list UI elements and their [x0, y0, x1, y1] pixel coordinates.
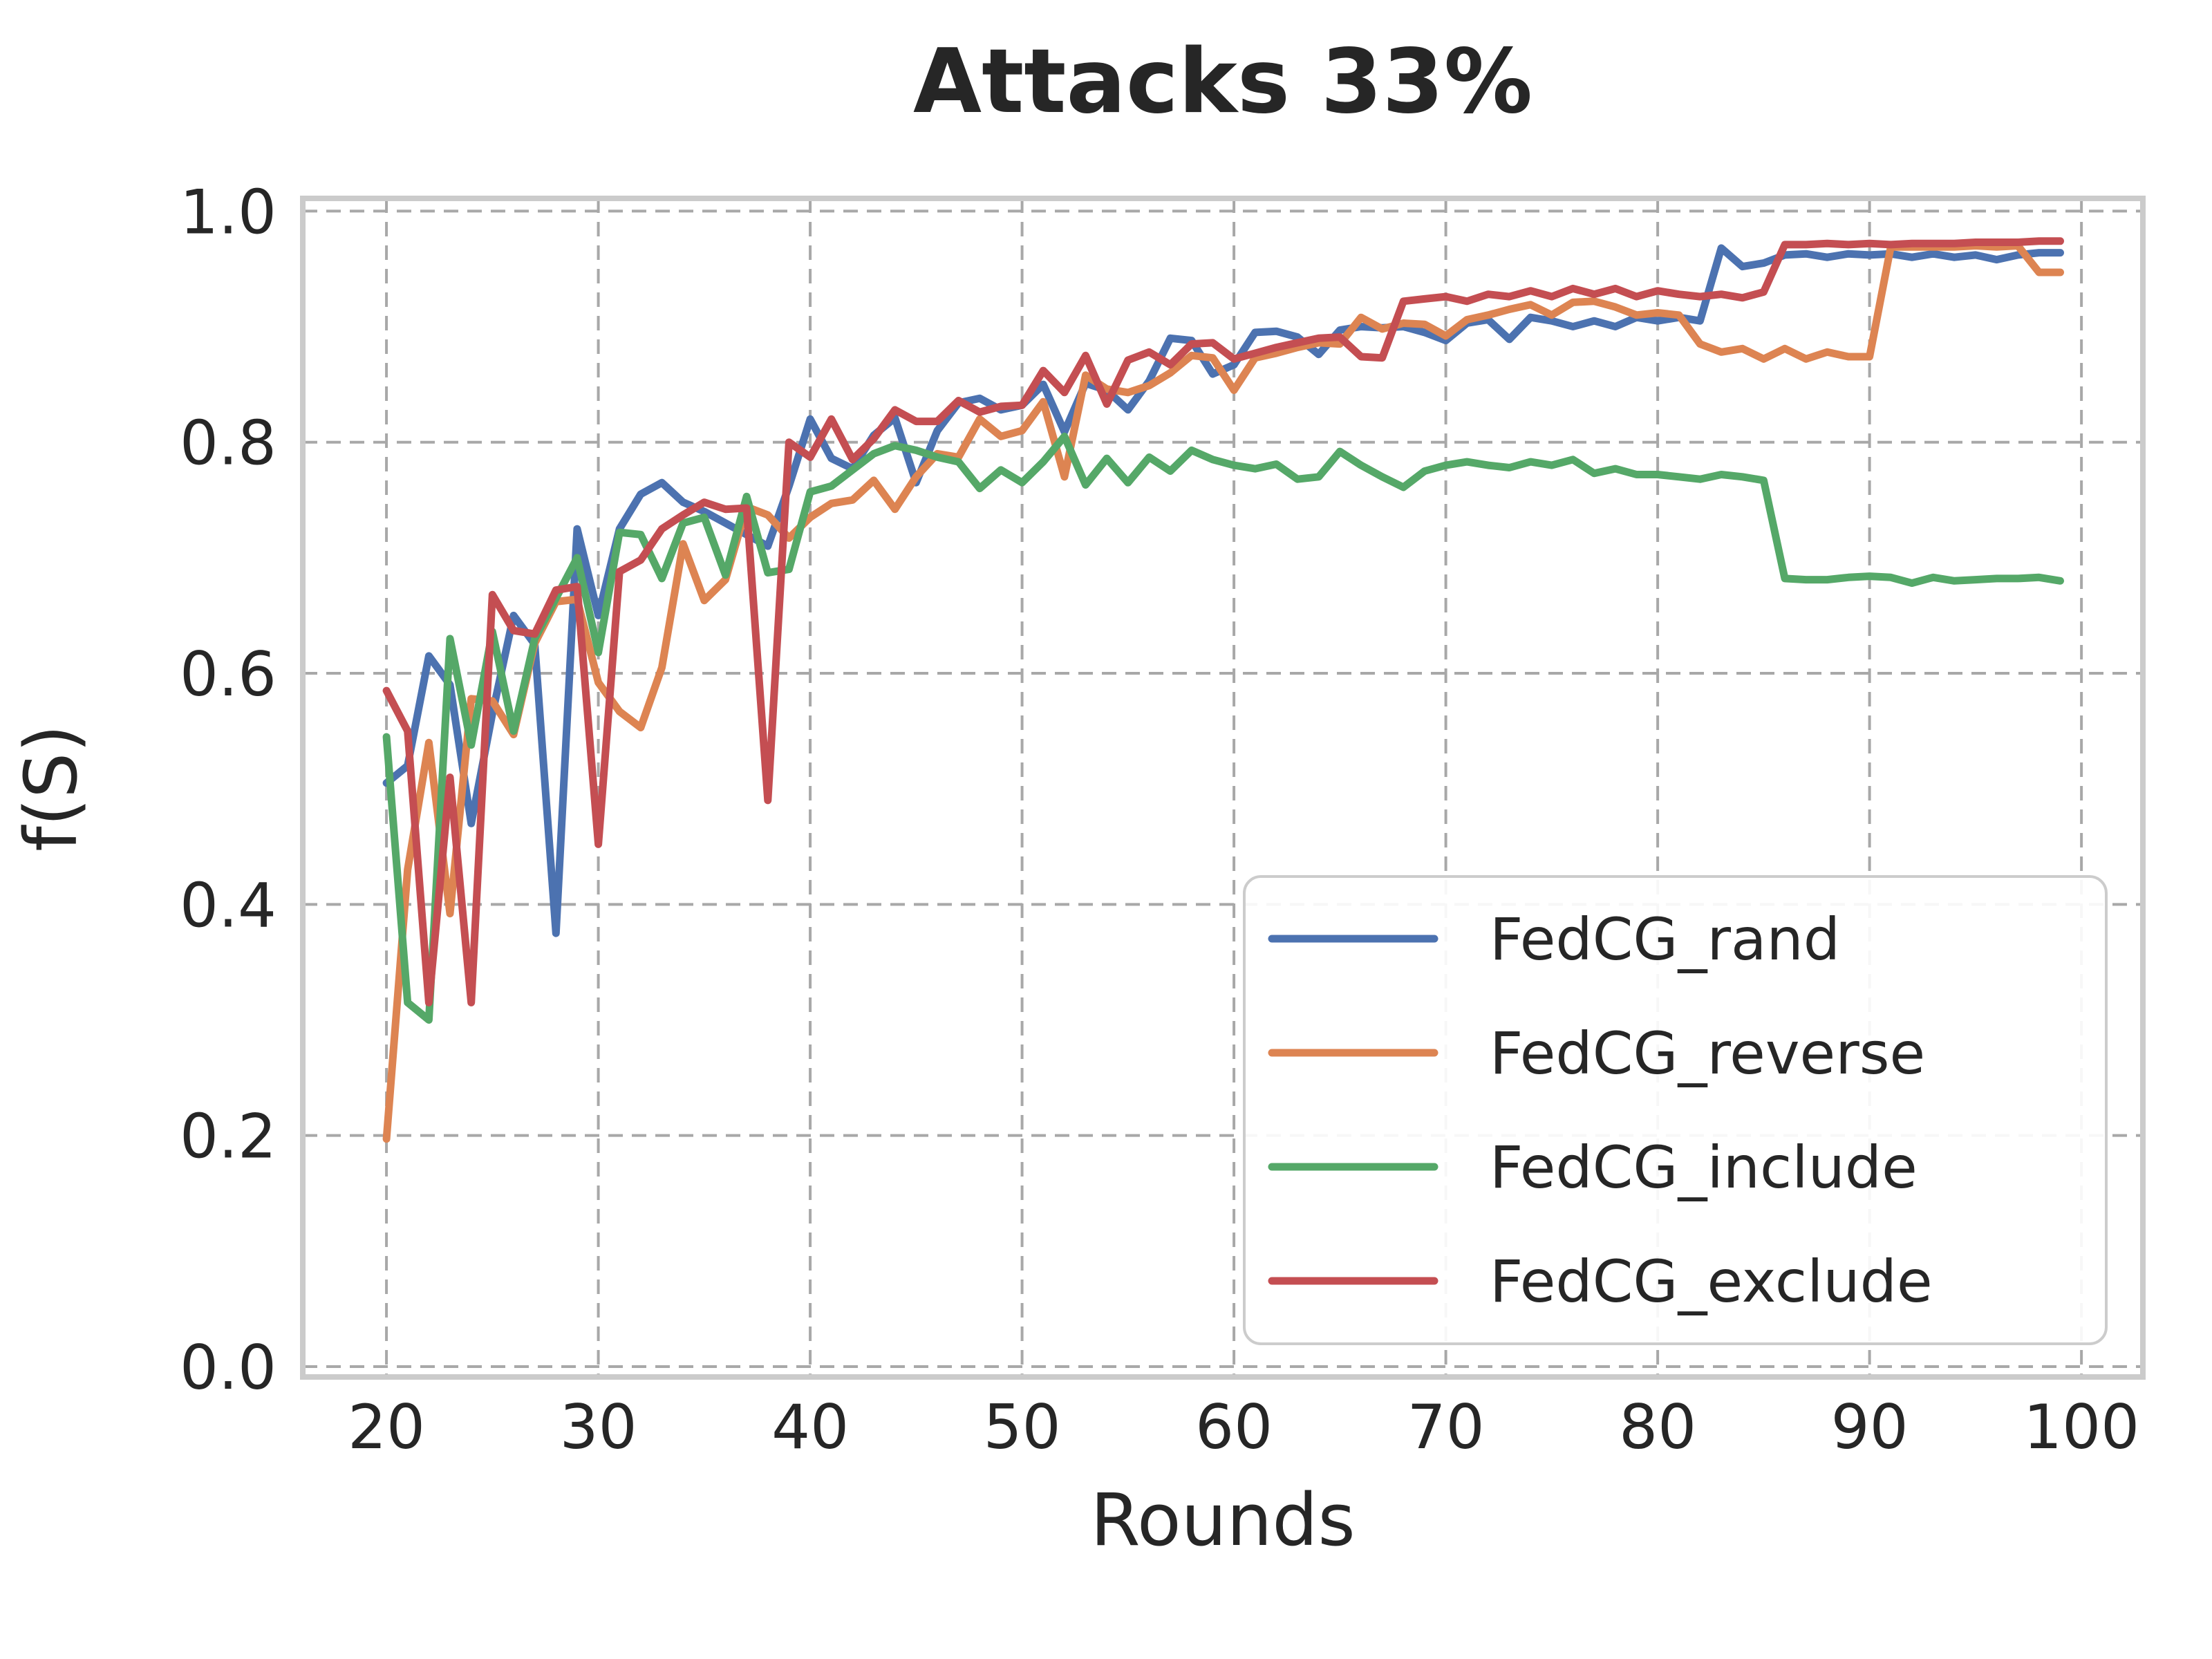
y-tick-label-0.0: 0.0 — [180, 1332, 276, 1403]
x-tick-label-100: 100 — [2023, 1391, 2139, 1463]
y-tick-label-0.4: 0.4 — [180, 870, 276, 941]
y-tick-label-0.6: 0.6 — [180, 639, 276, 710]
x-tick-label-20: 20 — [348, 1391, 425, 1463]
x-tick-label-40: 40 — [771, 1391, 849, 1463]
y-axis-label: f(S) — [9, 724, 93, 852]
chart-title: Attacks 33% — [913, 30, 1533, 133]
series-line-FedCG_include — [382, 432, 2064, 1024]
legend-label-FedCG_rand: FedCG_rand — [1490, 906, 1840, 973]
x-tick-label-70: 70 — [1407, 1391, 1485, 1463]
legend-box — [1243, 875, 2108, 1345]
tick-layer: 0.0 0.2 0.4 0.6 0.8 1.0 20 30 40 50 60 70 80 90 100 — [180, 176, 2139, 1463]
series-line-FedCG_reverse — [382, 242, 2064, 1143]
x-tick-label-60: 60 — [1195, 1391, 1273, 1463]
y-tick-label-1.0: 1.0 — [180, 176, 276, 247]
x-axis-label: Rounds — [1090, 1478, 1355, 1562]
legend-label-FedCG_reverse: FedCG_reverse — [1490, 1020, 1925, 1087]
x-tick-label-50: 50 — [984, 1391, 1061, 1463]
y-tick-label-0.2: 0.2 — [180, 1101, 276, 1172]
grid-layer — [303, 198, 2143, 1377]
legend-label-FedCG_include: FedCG_include — [1490, 1134, 1918, 1201]
series-layer — [382, 237, 2064, 1143]
legend: FedCG_rand FedCG_reverse FedCG_include FedC… — [1243, 875, 2108, 1345]
plot-frame — [300, 196, 2146, 1380]
y-tick-label-0.8: 0.8 — [180, 408, 276, 479]
x-tick-label-90: 90 — [1831, 1391, 1909, 1463]
x-tick-label-30: 30 — [560, 1391, 637, 1463]
legend-label-FedCG_exclude: FedCG_exclude — [1490, 1248, 1933, 1315]
x-tick-label-80: 80 — [1619, 1391, 1696, 1463]
series-line-FedCG_exclude — [382, 237, 2064, 1006]
